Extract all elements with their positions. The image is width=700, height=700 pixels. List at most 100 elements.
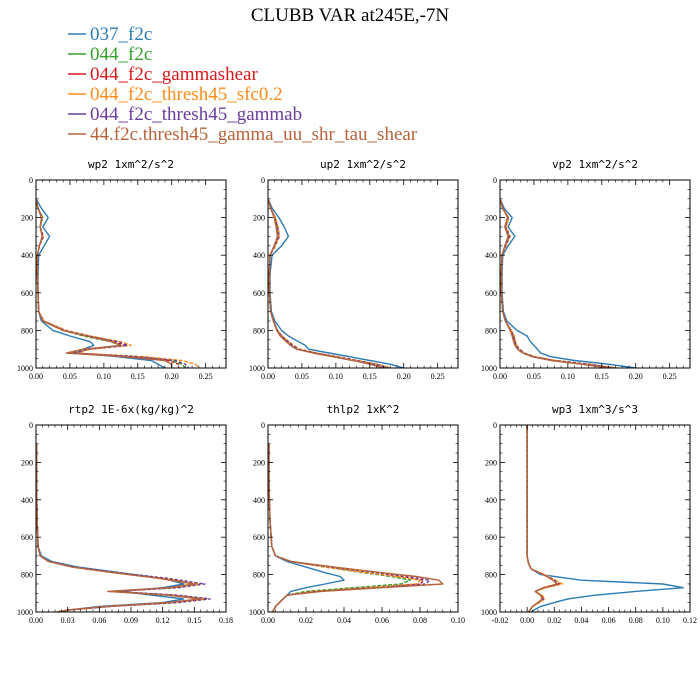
- series-line: [526, 425, 558, 612]
- series-group: [500, 198, 636, 368]
- y-tick-label: 1000: [17, 364, 33, 373]
- legend-label: 044_f2c: [90, 44, 152, 65]
- x-tick-label: 0.18: [219, 616, 233, 625]
- y-tick-label: 1000: [481, 364, 497, 373]
- y-tick-label: 600: [21, 289, 33, 298]
- series-line: [36, 198, 200, 368]
- series-line: [268, 198, 404, 368]
- y-tick-label: 1000: [17, 608, 33, 617]
- legend-label: 044_f2c_gammashear: [90, 64, 258, 85]
- plot-frame: [267, 424, 459, 613]
- x-tick-label: 0.05: [295, 372, 309, 381]
- x-tick-label: 0.02: [547, 616, 561, 625]
- series-line: [36, 443, 211, 612]
- y-tick-label: 200: [253, 214, 265, 223]
- x-tick-label: 0.10: [656, 616, 670, 625]
- panel-title: vp2 1xm^2/s^2: [552, 158, 638, 171]
- y-tick-label: 0: [493, 176, 497, 185]
- x-tick-label: 0.00: [29, 616, 43, 625]
- legend-label: 037_f2c: [90, 24, 152, 45]
- x-tick-label: 0.10: [561, 372, 575, 381]
- series-line: [268, 198, 389, 368]
- y-tick-label: 0: [29, 176, 33, 185]
- y-tick-label: 400: [253, 496, 265, 505]
- y-tick-label: 0: [261, 176, 265, 185]
- panels: wp2 1xm^2/s^2 0.00 0.05 0.10 0.15 0.20 0.25 0 20…: [17, 158, 697, 625]
- legend-label: 044_f2c_thresh45_gammab: [90, 104, 302, 125]
- series-group: [526, 425, 684, 612]
- legend: 037_f2c044_f2c044_f2c_gammashear044_f2c_…: [68, 24, 418, 145]
- x-tick-label: 0.20: [165, 372, 179, 381]
- panel-title: thlp2 1xK^2: [327, 403, 400, 416]
- y-tick-label: 600: [485, 533, 497, 542]
- series-line: [36, 198, 166, 368]
- chart-panel: rtp2 1E-6x(kg/kg)^2 0.00 0.03 0.06 0.09 0.12 0…: [17, 403, 233, 625]
- y-tick-label: 0: [261, 421, 265, 430]
- x-tick-label: 0.09: [124, 616, 138, 625]
- series-line: [500, 198, 613, 368]
- y-tick-label: 200: [21, 214, 33, 223]
- y-tick-label: 600: [21, 533, 33, 542]
- chart-panel: wp2 1xm^2/s^2 0.00 0.05 0.10 0.15 0.20 0.25 0 20…: [17, 158, 227, 381]
- x-tick-label: 0.06: [92, 616, 106, 625]
- x-tick-label: 0.25: [663, 372, 677, 381]
- x-tick-label: 0.05: [63, 372, 77, 381]
- x-tick-label: 0.20: [629, 372, 643, 381]
- series-line: [268, 443, 444, 612]
- y-tick-label: 200: [21, 458, 33, 467]
- x-tick-label: 0.02: [299, 616, 313, 625]
- series-line: [36, 443, 201, 612]
- series-group: [36, 198, 200, 368]
- series-group: [268, 198, 404, 368]
- x-tick-label: 0.04: [574, 616, 588, 625]
- x-tick-label: 0.25: [431, 372, 445, 381]
- legend-label: 044_f2c_thresh45_sfc0.2: [90, 84, 283, 105]
- series-line: [526, 425, 684, 612]
- x-tick-label: 0.00: [520, 616, 534, 625]
- x-tick-label: 0.00: [493, 372, 507, 381]
- y-tick-label: 1000: [249, 608, 265, 617]
- x-tick-label: 0.06: [602, 616, 616, 625]
- y-tick-label: 600: [253, 533, 265, 542]
- series-group: [36, 443, 211, 612]
- chart-panel: thlp2 1xK^2 0.00 0.02 0.04 0.06 0.08 0.10 0 200 4…: [249, 403, 465, 625]
- x-tick-label: 0.10: [329, 372, 343, 381]
- series-line: [526, 425, 558, 612]
- y-tick-label: 800: [253, 326, 265, 335]
- x-tick-label: 0.15: [187, 616, 201, 625]
- series-line: [36, 198, 186, 368]
- y-tick-label: 800: [485, 571, 497, 580]
- plot-frame: [499, 179, 691, 369]
- chart-panel: wp3 1xm^3/s^3 -0.02 0.00 0.02 0.04 0.06 0.08 0.…: [481, 403, 697, 625]
- series-line: [500, 198, 636, 368]
- series-line: [36, 198, 173, 368]
- y-tick-label: 200: [253, 458, 265, 467]
- y-tick-label: 200: [485, 458, 497, 467]
- x-tick-label: 0.15: [363, 372, 377, 381]
- x-tick-label: 0.03: [61, 616, 75, 625]
- y-tick-label: 600: [253, 289, 265, 298]
- figure-title: CLUBB VAR at245E,-7N: [251, 5, 450, 26]
- chart-panel: vp2 1xm^2/s^2 0.00 0.05 0.10 0.15 0.20 0.25 0 20…: [481, 158, 691, 381]
- chart-panel: up2 1xm^2/s^2 0.00 0.05 0.10 0.15 0.20 0.25 0 20…: [249, 158, 459, 381]
- y-tick-label: 0: [29, 421, 33, 430]
- x-tick-label: 0.12: [156, 616, 170, 625]
- series-line: [268, 198, 384, 368]
- y-tick-label: 800: [253, 571, 265, 580]
- y-tick-label: 400: [253, 251, 265, 260]
- x-tick-label: 0.25: [199, 372, 213, 381]
- series-line: [500, 198, 616, 368]
- x-tick-label: 0.08: [413, 616, 427, 625]
- y-tick-label: 400: [485, 251, 497, 260]
- y-tick-label: 0: [493, 421, 497, 430]
- x-tick-label: -0.02: [492, 616, 509, 625]
- panel-title: up2 1xm^2/s^2: [320, 158, 406, 171]
- series-line: [500, 198, 609, 368]
- y-tick-label: 400: [485, 496, 497, 505]
- y-tick-label: 800: [21, 326, 33, 335]
- panel-title: rtp2 1E-6x(kg/kg)^2: [68, 403, 194, 416]
- series-line: [500, 198, 618, 368]
- series-line: [36, 443, 208, 612]
- x-tick-label: 0.00: [261, 616, 275, 625]
